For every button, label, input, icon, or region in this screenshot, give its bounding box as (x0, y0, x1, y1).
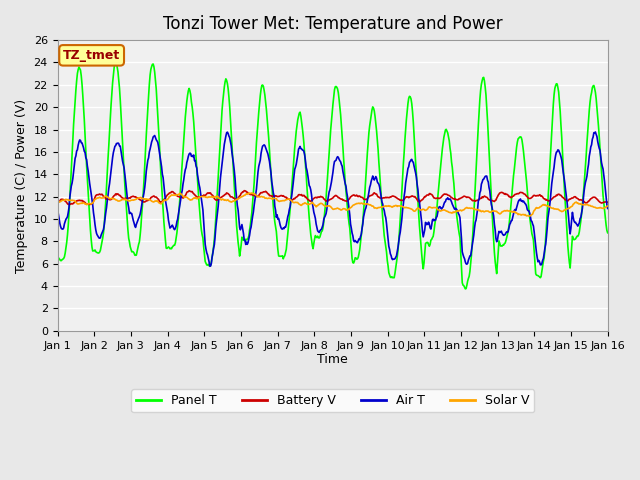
Text: TZ_tmet: TZ_tmet (63, 49, 120, 62)
Panel T (400, 150, 408, 156)
Line: Solar V: Solar V (58, 193, 607, 216)
Air T (591, 129, 599, 135)
Air T (63, 214, 71, 219)
Battery V (417, 198, 425, 204)
Solar V (248, 190, 256, 196)
Battery V (604, 199, 611, 205)
Air T (417, 206, 424, 212)
Battery V (66, 202, 74, 207)
Battery V (54, 200, 61, 205)
X-axis label: Time: Time (317, 353, 348, 366)
Battery V (401, 195, 409, 201)
Solar V (604, 203, 611, 209)
Air T (400, 193, 408, 199)
Panel T (206, 264, 214, 269)
Solar V (205, 194, 213, 200)
Air T (205, 259, 213, 264)
Y-axis label: Temperature (C) / Power (V): Temperature (C) / Power (V) (15, 98, 28, 273)
Title: Tonzi Tower Met: Temperature and Power: Tonzi Tower Met: Temperature and Power (163, 15, 502, 33)
Solar V (54, 199, 61, 204)
Panel T (177, 182, 184, 188)
Solar V (400, 204, 408, 210)
Legend: Panel T, Battery V, Air T, Solar V: Panel T, Battery V, Air T, Solar V (131, 389, 534, 412)
Battery V (177, 194, 184, 200)
Battery V (63, 201, 71, 206)
Air T (207, 263, 214, 269)
Air T (120, 165, 128, 171)
Panel T (63, 232, 71, 238)
Solar V (120, 197, 128, 203)
Line: Panel T: Panel T (58, 60, 607, 289)
Battery V (241, 188, 248, 193)
Air T (176, 202, 184, 207)
Panel T (54, 253, 61, 259)
Air T (54, 208, 61, 214)
Solar V (176, 191, 184, 196)
Line: Air T: Air T (58, 132, 607, 266)
Panel T (417, 232, 424, 238)
Panel T (121, 182, 129, 188)
Panel T (112, 58, 120, 63)
Line: Battery V: Battery V (58, 191, 607, 204)
Battery V (121, 195, 129, 201)
Panel T (604, 230, 611, 236)
Solar V (417, 207, 424, 213)
Battery V (206, 190, 214, 196)
Solar V (63, 197, 71, 203)
Panel T (461, 286, 469, 292)
Solar V (525, 213, 532, 219)
Air T (604, 205, 611, 211)
